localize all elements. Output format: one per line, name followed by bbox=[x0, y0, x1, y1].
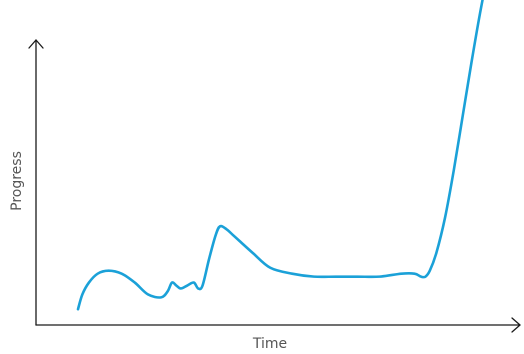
series-line-1 bbox=[76, 0, 484, 311]
series-layer bbox=[76, 0, 484, 311]
x-axis-label: Time bbox=[252, 336, 287, 352]
y-axis bbox=[28, 39, 44, 326]
y-axis-label: Progress bbox=[9, 151, 25, 211]
y-axis-arrow bbox=[28, 39, 44, 49]
x-axis bbox=[35, 317, 521, 333]
x-axis-arrow bbox=[511, 317, 521, 333]
